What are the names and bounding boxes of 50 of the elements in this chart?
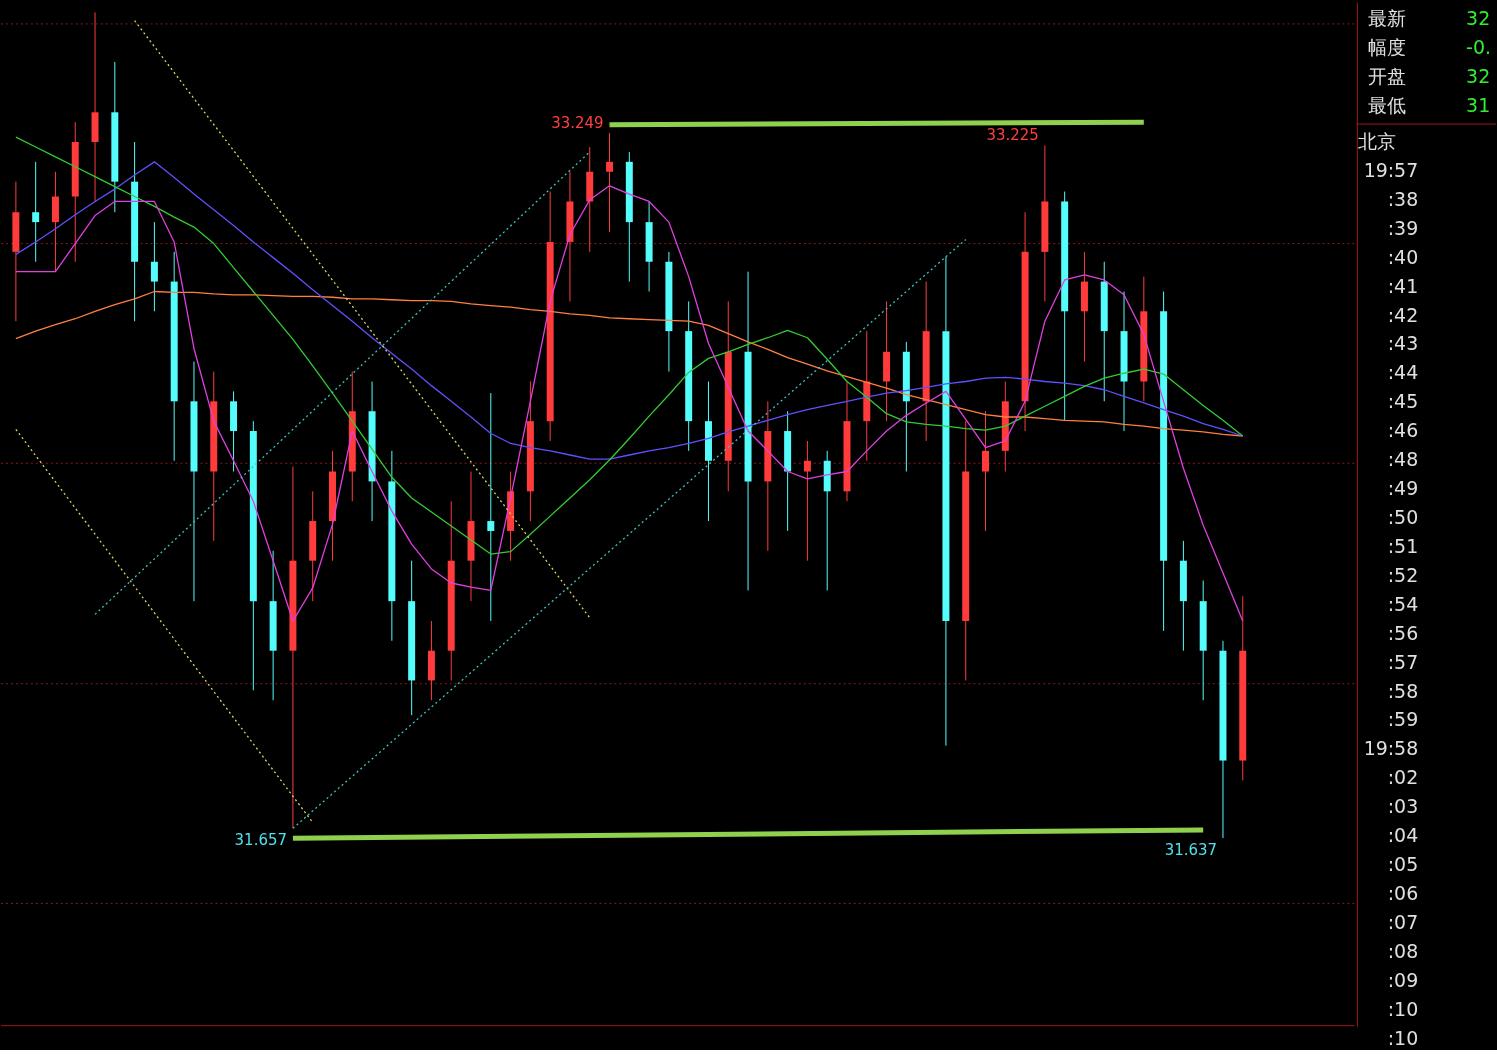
text: :44 [1387,361,1419,384]
text: 31.657 [234,831,287,850]
candlestick [487,392,495,622]
text: :03 [1387,795,1419,818]
text: :52 [1387,563,1419,586]
text: :08 [1387,939,1419,962]
text: :49 [1387,477,1419,500]
text: 北京 [1358,130,1397,153]
text: :56 [1387,621,1419,644]
text: 31.637 [1164,841,1217,860]
text: 19:58 [1363,737,1419,760]
text: :38 [1387,187,1419,210]
text: :02 [1387,766,1419,789]
candlestick [803,440,811,562]
text: 33.249 [551,113,604,132]
text: :40 [1387,245,1419,268]
text: :05 [1387,853,1419,876]
text: :58 [1387,679,1419,702]
text: :09 [1387,968,1419,991]
text: :57 [1387,650,1419,673]
text: 33.225 [986,126,1039,145]
candlestick [32,161,40,263]
candlestick [982,410,989,532]
text: :59 [1387,708,1419,731]
text: :04 [1387,824,1419,847]
text: :45 [1387,390,1419,413]
text: -0. [1466,36,1491,59]
text: :43 [1387,332,1419,355]
text: :46 [1387,419,1419,442]
text: :41 [1387,274,1419,297]
text: :54 [1387,592,1419,615]
text: 最新 [1368,7,1407,30]
text: :06 [1387,882,1419,904]
text: 32 [1466,65,1491,88]
text: 31 [1466,94,1491,117]
text: 32 [1466,7,1491,30]
candlestick [150,221,158,312]
candlestick [606,132,614,233]
text: :07 [1387,910,1419,933]
text: :42 [1387,303,1419,326]
text: 幅度 [1368,36,1407,59]
text: :50 [1387,506,1419,528]
text: :51 [1387,534,1419,557]
text: 最低 [1368,94,1407,117]
text: 开盘 [1368,65,1407,88]
text: :48 [1387,448,1419,471]
text: :39 [1387,216,1419,239]
text: :10 [1387,997,1419,1020]
text: :10 [1387,1026,1419,1049]
text: 19:57 [1363,158,1419,181]
